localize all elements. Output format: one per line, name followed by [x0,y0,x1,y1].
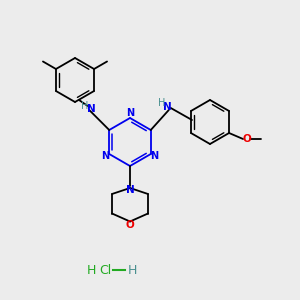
Text: H: H [86,263,96,277]
Text: N: N [101,151,110,161]
Text: Cl: Cl [99,263,111,277]
Text: N: N [126,109,134,118]
Text: N: N [126,185,134,195]
Text: N: N [87,104,96,114]
Text: O: O [243,134,251,144]
Text: N: N [164,102,172,112]
Text: H: H [80,101,88,111]
Text: H: H [158,98,166,108]
Text: N: N [151,151,159,161]
Text: H: H [127,263,137,277]
Text: O: O [126,220,134,230]
